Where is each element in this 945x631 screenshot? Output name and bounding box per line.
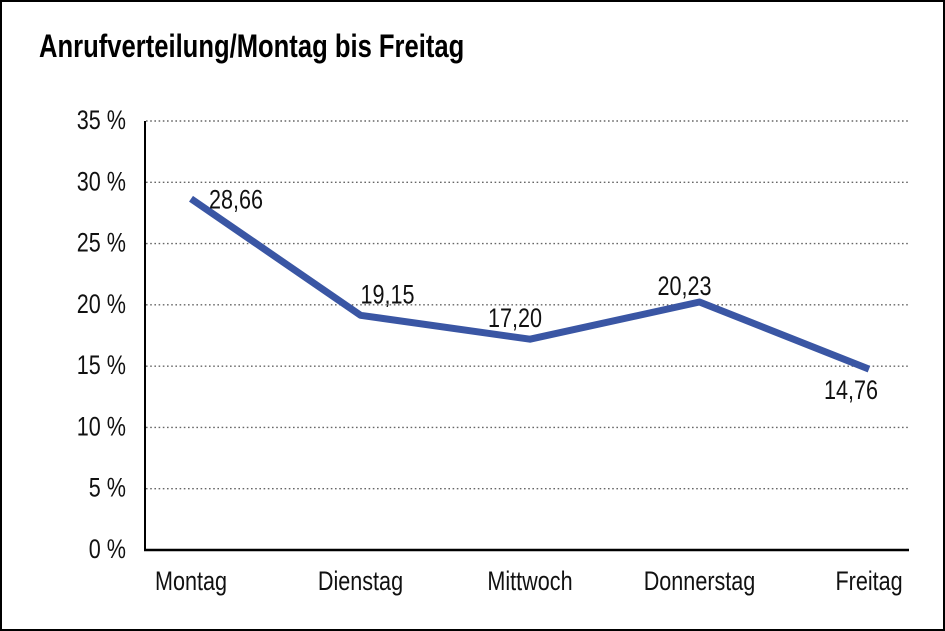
y-tick-label: 30 % (77, 167, 126, 197)
y-tick-label: 10 % (77, 412, 126, 442)
data-point-label: 14,76 (824, 376, 878, 406)
y-tick-label: 0 % (89, 535, 126, 565)
chart-title: Anrufverteilung/Montag bis Freitag (39, 28, 465, 64)
x-axis-label: Freitag (835, 567, 902, 597)
x-axis-label: Mittwoch (487, 567, 572, 597)
data-point-label: 19,15 (360, 280, 414, 310)
data-line (189, 195, 871, 373)
y-tick-label: 20 % (77, 290, 126, 320)
data-point-label: 20,23 (658, 272, 712, 302)
y-tick-label: 25 % (77, 228, 126, 258)
data-point-label: 17,20 (488, 304, 542, 334)
y-tick-label: 15 % (77, 351, 126, 381)
y-tick-label: 35 % (77, 106, 126, 136)
x-axis-label: Dienstag (318, 567, 403, 597)
y-tick-label: 5 % (89, 474, 126, 504)
data-point-label: 28,66 (209, 186, 263, 216)
x-axis-label: Donnerstag (644, 567, 756, 597)
x-axis-label: Montag (155, 567, 227, 597)
